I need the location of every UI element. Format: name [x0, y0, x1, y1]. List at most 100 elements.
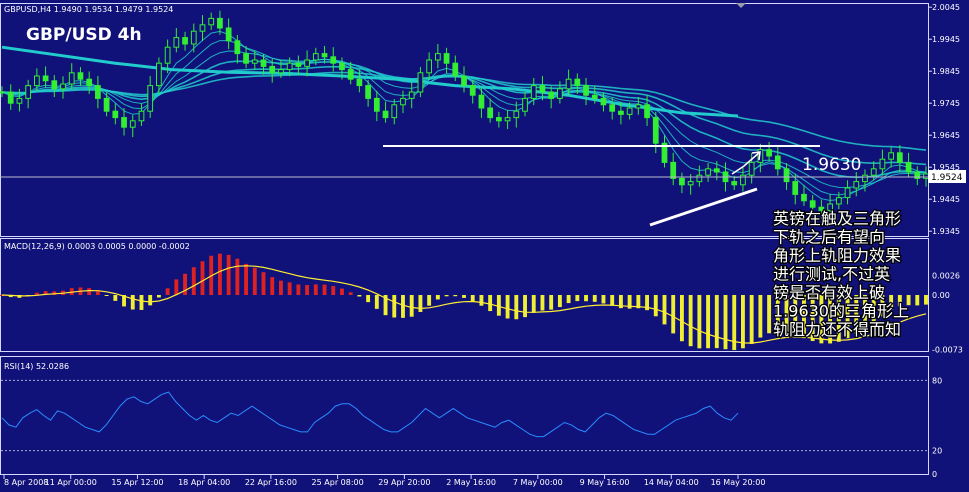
rsi-line: [1, 391, 739, 438]
macd-label: MACD(12,26,9) 0.0003 0.0005 0.0000 -0.00…: [4, 242, 190, 251]
macd-bar: [889, 295, 894, 310]
macd-bar: [270, 277, 275, 295]
commentary-line: 角形上轨阻力效果: [773, 246, 901, 265]
chart-shift-marker: [736, 3, 746, 8]
commentary-line: 1.9630的三角形上: [773, 302, 909, 321]
macd-bar: [453, 295, 458, 297]
candle-body: [888, 152, 895, 160]
rsi-tick-label: 80: [932, 376, 942, 385]
candle-body: [68, 72, 75, 85]
macd-bar: [148, 295, 153, 306]
candle-body: [548, 91, 555, 99]
macd-bar: [383, 295, 388, 316]
candle-body: [862, 174, 868, 183]
candle-body: [618, 110, 624, 115]
macd-bar: [348, 292, 353, 295]
macd-bar: [488, 295, 493, 312]
candle-body: [77, 72, 84, 80]
macd-tick-label: 0.00: [932, 291, 950, 300]
macd-signal-line: [1, 265, 927, 344]
time-tick-label: 9 May 16:00: [580, 478, 630, 487]
macd-bar: [191, 267, 196, 295]
time-tick-label: 7 May 00:00: [513, 478, 563, 487]
candle-body: [827, 203, 833, 211]
macd-bar: [130, 295, 135, 310]
macd-bar: [793, 295, 798, 336]
macd-bar: [156, 295, 161, 298]
rsi-panel-frame: [0, 356, 929, 475]
candle-body: [243, 53, 249, 64]
macd-bar: [479, 295, 484, 306]
macd-bar: [679, 295, 684, 342]
macd-bar: [87, 288, 92, 295]
macd-bar: [462, 295, 466, 298]
time-tick-label: 29 Apr 20:00: [378, 478, 430, 487]
candle-body: [905, 161, 912, 173]
candle-body: [679, 177, 685, 186]
macd-bar: [645, 295, 649, 311]
candle-body: [696, 174, 703, 183]
time-tick-label: 15 Apr 12:00: [111, 478, 163, 487]
macd-bar: [688, 295, 693, 347]
candle-body: [443, 53, 450, 64]
price-tick-label: 1.9545: [932, 163, 960, 172]
macd-bar: [95, 291, 100, 295]
candle-body: [0, 91, 5, 94]
macd-bar: [627, 295, 632, 309]
macd-bar: [444, 295, 449, 297]
macd-bar: [374, 295, 379, 309]
macd-bar: [636, 295, 641, 309]
candle-body: [853, 181, 860, 189]
rising-support-line: [649, 187, 758, 227]
candle-body: [652, 117, 659, 144]
macd-bar: [653, 295, 658, 317]
candle-body: [600, 97, 607, 106]
macd-bar: [409, 295, 414, 317]
candle-body: [609, 104, 616, 112]
macd-bar: [810, 295, 815, 342]
candle-body: [434, 53, 441, 61]
macd-bar: [575, 295, 580, 302]
chart-title: GBP/USD 4h: [26, 25, 142, 45]
candle-body: [469, 85, 476, 96]
candle-body: [748, 161, 755, 176]
candle-body: [260, 59, 267, 67]
macd-bar: [540, 295, 545, 311]
candle-body: [339, 62, 345, 71]
macd-histogram: [0, 253, 928, 351]
macd-bar: [331, 286, 336, 295]
macd-bar: [854, 295, 859, 334]
macd-bar: [340, 288, 344, 295]
commentary-line: 镑是否有效上破: [773, 283, 885, 302]
commentary-line: 进行测试,不过英: [773, 265, 890, 284]
macd-bar: [174, 279, 179, 295]
candle-body: [182, 37, 188, 45]
macd-bar: [863, 295, 867, 329]
candle-body: [356, 78, 363, 87]
macd-bar: [427, 295, 432, 306]
candle-body: [818, 206, 825, 211]
candle-body: [138, 110, 145, 122]
macd-bar: [113, 295, 118, 301]
macd-bar: [435, 295, 440, 300]
candle-body: [164, 46, 171, 64]
macd-bar: [52, 291, 57, 295]
macd-bar: [584, 295, 588, 302]
macd-bar: [784, 295, 789, 333]
macd-bar: [714, 295, 719, 349]
candle-body: [452, 62, 459, 77]
candle-body: [7, 91, 14, 104]
candle-body: [391, 104, 398, 119]
macd-bar: [723, 295, 728, 350]
candle-body: [286, 62, 293, 71]
time-tick-label: 11 Apr 00:00: [45, 478, 97, 487]
candle-body: [417, 72, 424, 93]
macd-bar: [287, 282, 292, 295]
macd-bar: [8, 295, 13, 298]
macd-bar: [505, 295, 510, 319]
macd-bar: [531, 295, 536, 313]
candle-body: [156, 62, 162, 87]
macd-bar: [880, 295, 885, 317]
rsi-tick-label: 0: [932, 470, 937, 479]
